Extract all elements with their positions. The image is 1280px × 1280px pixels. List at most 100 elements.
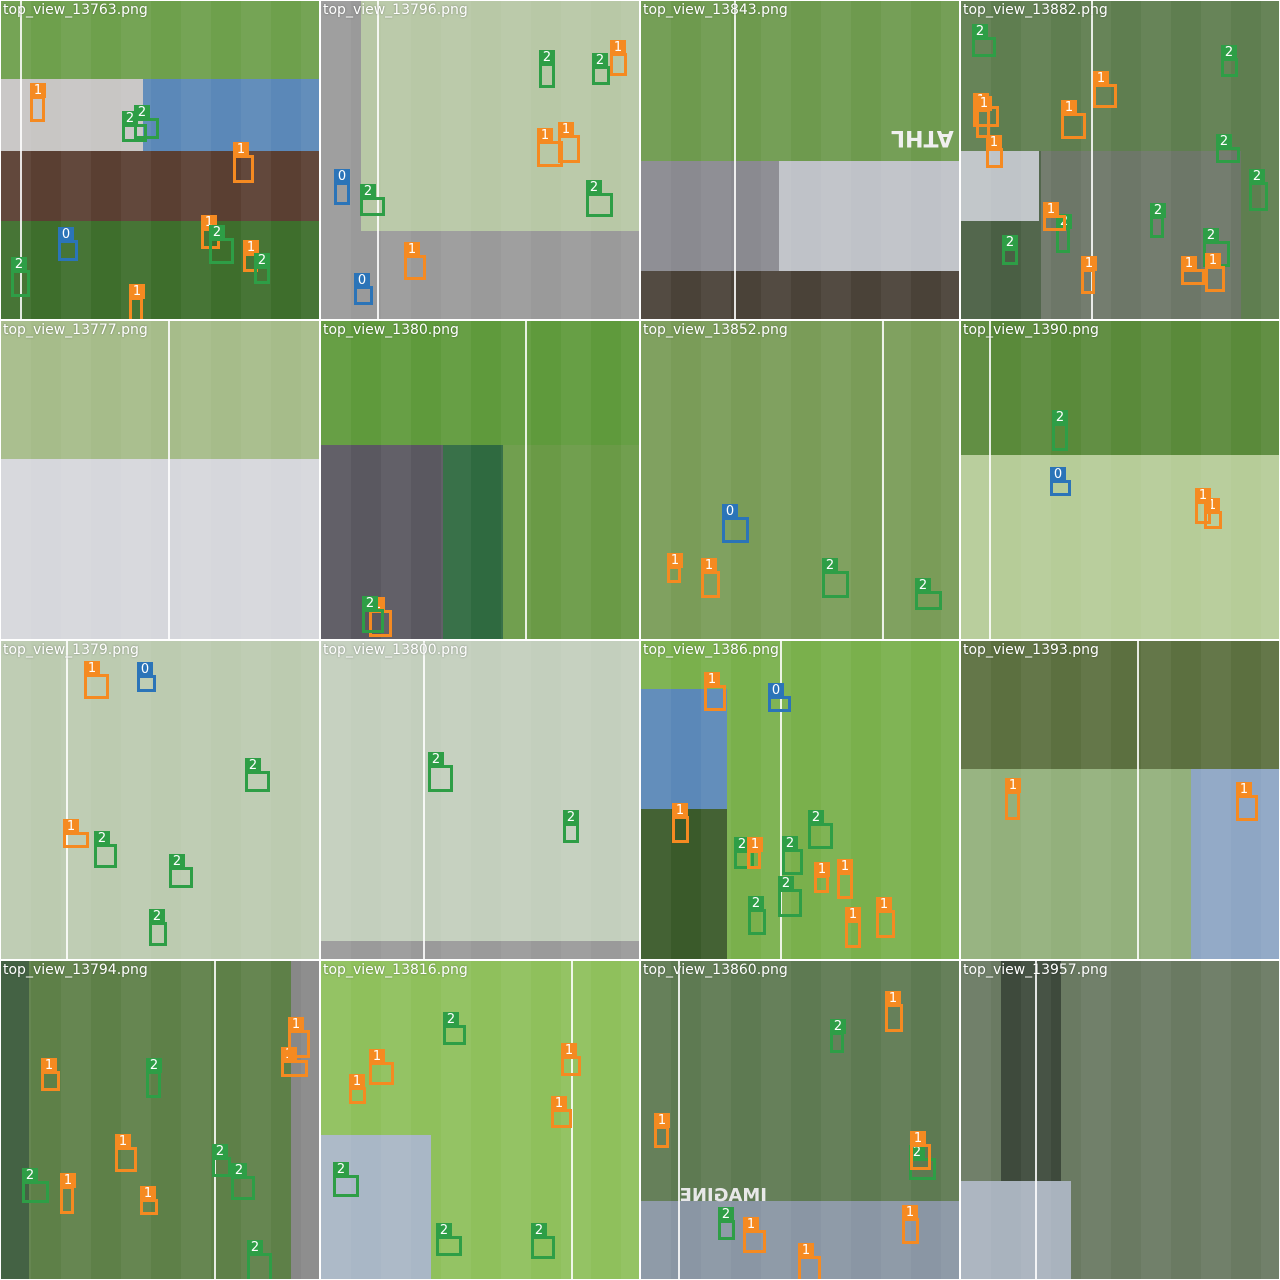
detection-class-label: 1 bbox=[1181, 256, 1197, 271]
tile-filename: top_view_1390.png bbox=[963, 321, 1099, 339]
detection-class-label: 2 bbox=[428, 752, 444, 767]
detection-class-label: 2 bbox=[1002, 235, 1018, 250]
mosaic-tile[interactable]: top_view_13816.png 1 2 1 2 2 1 2 1 bbox=[321, 961, 639, 1279]
detection-class-label: 2 bbox=[531, 1223, 547, 1238]
detection-class-label: 1 bbox=[876, 897, 892, 912]
mosaic-tile[interactable]: top_view_1390.png 1 2 1 0 bbox=[961, 321, 1279, 639]
detection-class-label: 1 bbox=[798, 1243, 814, 1258]
mosaic-tile[interactable]: top_view_1386.png 2 1 0 2 1 2 1 1 2 2 1 1 1 bbox=[641, 641, 959, 959]
detection-box-class-1: 1 bbox=[885, 1004, 903, 1032]
grass-stripe bbox=[441, 641, 471, 959]
detection-box-class-2: 2 bbox=[915, 591, 942, 610]
grass-stripe bbox=[381, 641, 411, 959]
detection-box-class-1: 1 bbox=[1005, 791, 1020, 820]
detection-class-label: 1 bbox=[1205, 253, 1221, 268]
detection-box-class-1: 1 bbox=[63, 832, 89, 848]
detection-class-label: 1 bbox=[404, 242, 420, 257]
detection-box-class-1: 1 bbox=[1061, 113, 1086, 139]
detection-box-class-2: 2 bbox=[231, 1176, 255, 1200]
mosaic-tile[interactable]: top_view_13763.png 2 1 2 2 1 1 1 0 2 1 2 bbox=[1, 1, 319, 319]
grass-stripe bbox=[1261, 321, 1279, 639]
mosaic-tile[interactable]: top_view_13860.png 1 1 1 2 2 1 1 1 2 IMAGINE bbox=[641, 961, 959, 1279]
tile-filename: top_view_1386.png bbox=[643, 641, 779, 659]
mosaic-tile[interactable]: top_view_13843.png ATHL bbox=[641, 1, 959, 319]
detection-box-class-1: 1 bbox=[1181, 269, 1205, 285]
tile-filename: top_view_13852.png bbox=[643, 321, 788, 339]
mosaic-tile[interactable]: top_view_13852.png 1 2 0 1 2 bbox=[641, 321, 959, 639]
detection-class-label: 1 bbox=[60, 1173, 76, 1188]
detection-box-class-1: 1 bbox=[704, 685, 726, 711]
detection-class-label: 2 bbox=[443, 1012, 459, 1027]
detection-box-class-2: 2 bbox=[563, 823, 579, 843]
detection-box-class-1: 1 bbox=[902, 1218, 919, 1244]
detection-class-label: 2 bbox=[1221, 45, 1237, 60]
detection-box-class-1: 1 bbox=[30, 96, 45, 122]
detection-class-label: 1 bbox=[747, 837, 763, 852]
tile-scene-image bbox=[1, 321, 319, 639]
tile-filename: top_view_1380.png bbox=[323, 321, 459, 339]
detection-box-class-2: 2 bbox=[830, 1032, 844, 1053]
grass-stripe bbox=[1021, 641, 1051, 959]
detection-class-label: 1 bbox=[845, 907, 861, 922]
detection-class-label: 2 bbox=[22, 1168, 38, 1183]
detection-class-label: 1 bbox=[701, 558, 717, 573]
detection-class-label: 2 bbox=[149, 909, 165, 924]
detection-class-label: 2 bbox=[563, 810, 579, 825]
grass-stripe bbox=[561, 321, 591, 639]
detection-box-class-2: 2 bbox=[1052, 423, 1068, 451]
detection-class-label: 0 bbox=[1050, 467, 1066, 482]
tile-scene-image bbox=[321, 321, 639, 639]
detection-class-label: 2 bbox=[822, 558, 838, 573]
scene-region bbox=[961, 455, 1279, 639]
detection-class-label: 1 bbox=[115, 1134, 131, 1149]
detection-box-class-2: 2 bbox=[245, 771, 270, 792]
tile-scene-image bbox=[321, 641, 639, 959]
tile-scene-image bbox=[321, 961, 639, 1279]
detection-box-class-1: 1 bbox=[654, 1126, 669, 1148]
detection-box-class-1: 1 bbox=[561, 1056, 581, 1076]
detection-class-label: 2 bbox=[94, 831, 110, 846]
grass-stripe bbox=[321, 641, 351, 959]
grass-stripe bbox=[961, 961, 991, 1279]
detection-class-label: 1 bbox=[30, 83, 46, 98]
grass-stripe bbox=[881, 1, 911, 319]
detection-class-label: 1 bbox=[1093, 71, 1109, 86]
banner-text: ATHL bbox=[891, 125, 954, 150]
mosaic-tile[interactable]: top_view_1393.png 1 1 bbox=[961, 641, 1279, 959]
mosaic-tile[interactable]: top_view_13800.png 2 2 bbox=[321, 641, 639, 959]
detection-box-class-2: 2 bbox=[443, 1025, 466, 1045]
detection-box-class-1: 1 bbox=[369, 1062, 394, 1085]
mosaic-tile[interactable]: top_view_13882.png12221121211121221 bbox=[961, 1, 1279, 319]
detection-box-class-2: 2 bbox=[972, 37, 996, 57]
mosaic-tile[interactable]: top_view_13796.png 1 0 0 2 1 1 2 2 1 2 bbox=[321, 1, 639, 319]
mosaic-tile[interactable]: top_view_13957.png bbox=[961, 961, 1279, 1279]
detection-class-label: 1 bbox=[63, 819, 79, 834]
grass-stripe bbox=[941, 961, 959, 1279]
grass-stripe bbox=[241, 641, 271, 959]
detection-box-class-1: 1 bbox=[747, 850, 761, 869]
mosaic-tile[interactable]: top_view_1379.png 2 1 0 2 1 2 2 bbox=[1, 641, 319, 959]
grass-stripe bbox=[181, 641, 211, 959]
detection-box-class-2: 2 bbox=[436, 1236, 462, 1256]
mosaic-tile[interactable]: top_view_13777.png bbox=[1, 321, 319, 639]
detection-box-class-2: 2 bbox=[531, 1236, 555, 1259]
detection-box-class-1: 1 bbox=[976, 109, 990, 138]
grass-stripe bbox=[381, 321, 411, 639]
detection-box-class-2: 2 bbox=[169, 867, 193, 888]
grass-stripe bbox=[1141, 641, 1171, 959]
detection-class-label: 1 bbox=[1081, 256, 1097, 271]
detection-box-class-2: 2 bbox=[1216, 147, 1240, 163]
tile-scene-image bbox=[961, 321, 1279, 639]
detection-box-class-1: 1 bbox=[672, 816, 689, 843]
mosaic-tile[interactable]: top_view_13794.png 2 1 1 2 1 2 1 2 1 2 1 bbox=[1, 961, 319, 1279]
detection-box-class-0: 0 bbox=[334, 182, 350, 205]
tile-filename: top_view_13777.png bbox=[3, 321, 148, 339]
detection-class-label: 2 bbox=[360, 184, 376, 199]
detection-class-label: 2 bbox=[11, 257, 27, 272]
detection-class-label: 2 bbox=[333, 1162, 349, 1177]
detection-box-class-0: 0 bbox=[722, 517, 749, 543]
detection-class-label: 2 bbox=[212, 1144, 228, 1159]
detection-box-class-2: 2 bbox=[122, 124, 147, 142]
detection-box-class-1: 1 bbox=[1093, 84, 1117, 108]
